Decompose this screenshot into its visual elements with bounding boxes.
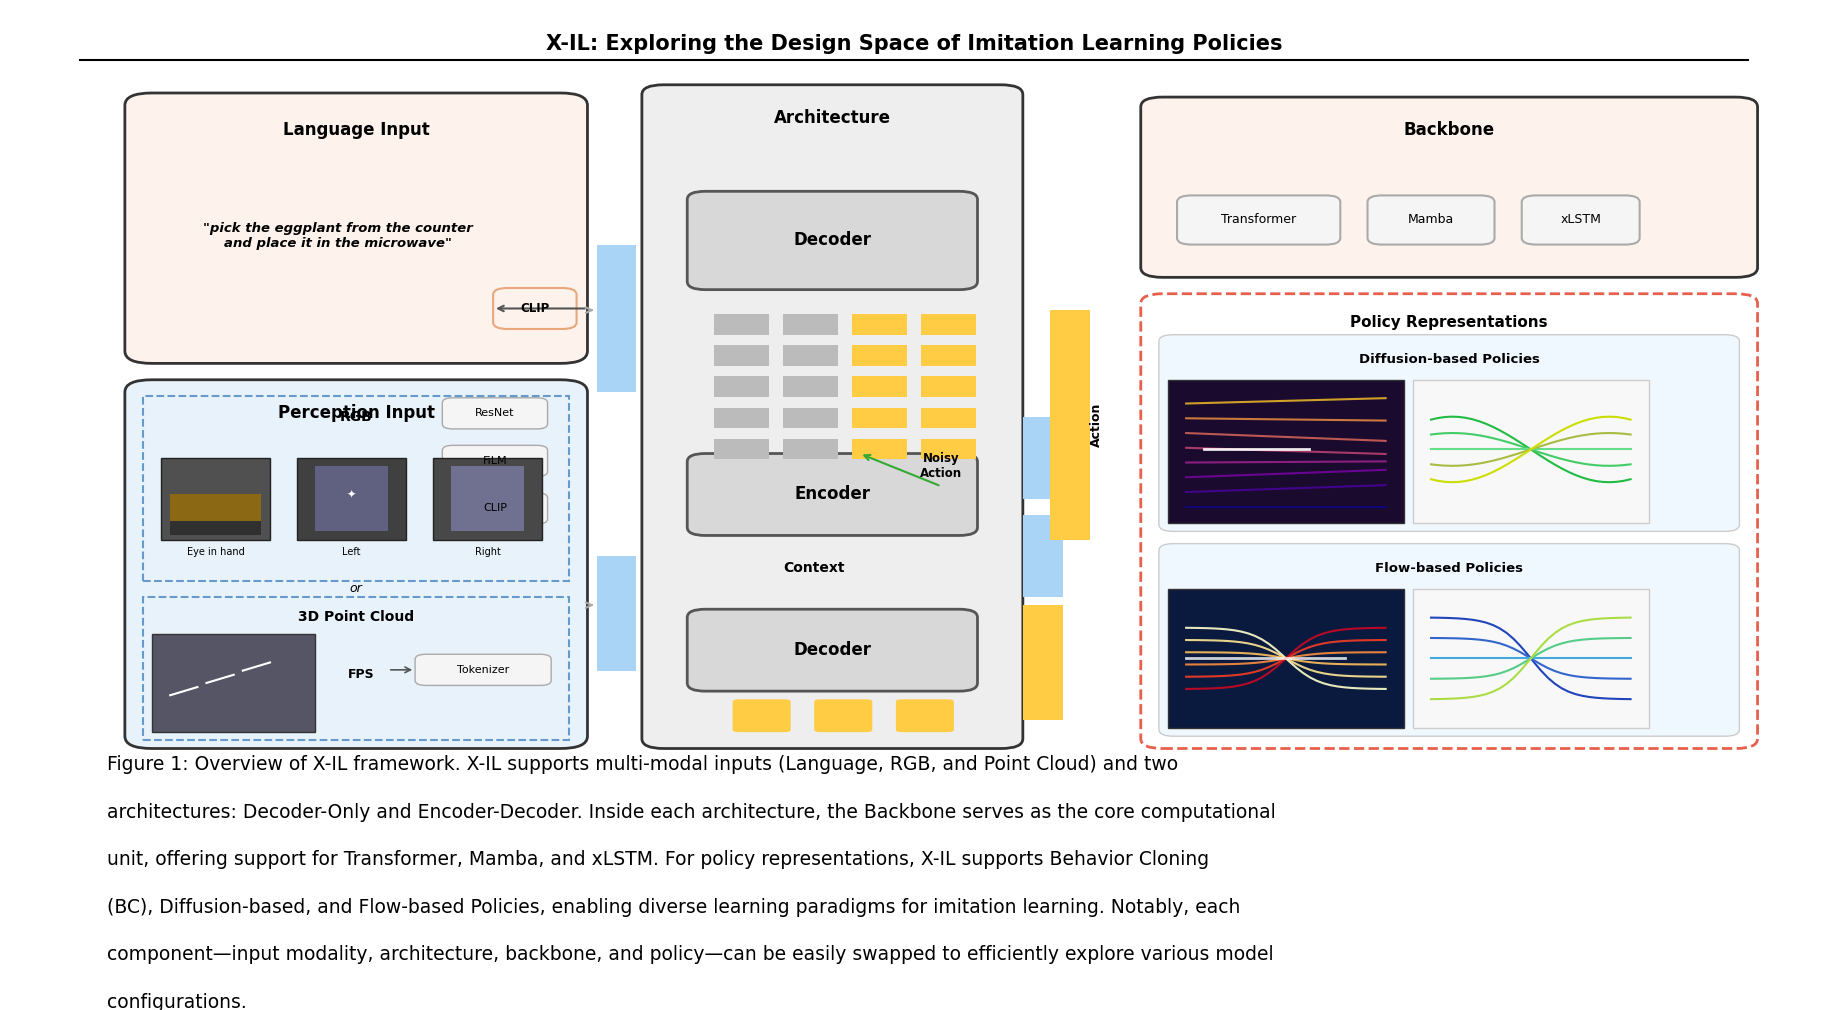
FancyBboxPatch shape	[784, 438, 837, 460]
FancyBboxPatch shape	[1521, 195, 1640, 244]
Text: unit, offering support for Transformer, Mamba, and xLSTM. For policy representat: unit, offering support for Transformer, …	[106, 850, 1208, 870]
FancyBboxPatch shape	[1159, 543, 1740, 736]
FancyBboxPatch shape	[170, 495, 261, 523]
FancyBboxPatch shape	[1159, 334, 1740, 531]
FancyBboxPatch shape	[494, 288, 576, 329]
Text: X-IL: Exploring the Design Space of Imitation Learning Policies: X-IL: Exploring the Design Space of Imit…	[547, 33, 1281, 54]
Text: Context: Context	[784, 562, 845, 576]
FancyBboxPatch shape	[921, 345, 976, 366]
FancyBboxPatch shape	[687, 453, 978, 535]
Text: Tokenizer: Tokenizer	[457, 665, 510, 675]
FancyBboxPatch shape	[813, 699, 872, 732]
Text: Backbone: Backbone	[1404, 121, 1495, 138]
FancyBboxPatch shape	[316, 466, 388, 531]
FancyBboxPatch shape	[152, 634, 316, 732]
Text: Decoder: Decoder	[793, 641, 872, 660]
FancyBboxPatch shape	[415, 654, 552, 686]
FancyBboxPatch shape	[433, 458, 543, 539]
Text: CLIP: CLIP	[521, 302, 550, 315]
FancyBboxPatch shape	[852, 314, 907, 334]
Text: or: or	[349, 582, 362, 595]
FancyBboxPatch shape	[733, 699, 792, 732]
Text: Flow-based Policies: Flow-based Policies	[1375, 562, 1523, 575]
FancyBboxPatch shape	[896, 699, 954, 732]
FancyBboxPatch shape	[715, 345, 770, 366]
FancyBboxPatch shape	[442, 398, 548, 429]
FancyBboxPatch shape	[852, 408, 907, 428]
FancyBboxPatch shape	[687, 191, 978, 290]
FancyBboxPatch shape	[1413, 380, 1649, 523]
FancyBboxPatch shape	[784, 314, 837, 334]
FancyBboxPatch shape	[1141, 97, 1757, 278]
Text: Diffusion-based Policies: Diffusion-based Policies	[1358, 352, 1539, 366]
Text: ✦: ✦	[347, 490, 356, 500]
Text: Language Input: Language Input	[283, 121, 430, 138]
Text: FPS: FPS	[347, 669, 375, 682]
Text: Eye in hand: Eye in hand	[186, 546, 245, 557]
FancyBboxPatch shape	[852, 377, 907, 397]
FancyBboxPatch shape	[124, 380, 587, 748]
FancyBboxPatch shape	[442, 493, 548, 524]
FancyBboxPatch shape	[1049, 310, 1089, 539]
FancyBboxPatch shape	[1024, 515, 1062, 597]
FancyBboxPatch shape	[921, 377, 976, 397]
FancyBboxPatch shape	[715, 377, 770, 397]
Text: 3D Point Cloud: 3D Point Cloud	[298, 610, 415, 624]
FancyBboxPatch shape	[715, 408, 770, 428]
FancyBboxPatch shape	[715, 314, 770, 334]
FancyBboxPatch shape	[1177, 195, 1340, 244]
FancyBboxPatch shape	[1024, 417, 1062, 499]
Text: Mamba: Mamba	[1408, 213, 1453, 226]
Text: CLIP: CLIP	[483, 503, 506, 513]
FancyBboxPatch shape	[1141, 294, 1757, 748]
Text: Policy Representations: Policy Representations	[1351, 315, 1548, 330]
Text: configurations.: configurations.	[106, 993, 247, 1010]
FancyBboxPatch shape	[921, 314, 976, 334]
Text: ResNet: ResNet	[475, 408, 515, 418]
Text: FiLM: FiLM	[483, 456, 506, 466]
FancyBboxPatch shape	[784, 377, 837, 397]
Text: component—input modality, architecture, backbone, and policy—can be easily swapp: component—input modality, architecture, …	[106, 945, 1274, 965]
FancyBboxPatch shape	[596, 244, 636, 392]
Text: xLSTM: xLSTM	[1561, 213, 1601, 226]
FancyBboxPatch shape	[1367, 195, 1495, 244]
Text: Right: Right	[475, 546, 501, 557]
Text: Decoder: Decoder	[793, 231, 872, 249]
Text: RGB: RGB	[340, 410, 373, 423]
FancyBboxPatch shape	[124, 93, 587, 364]
FancyBboxPatch shape	[442, 445, 548, 477]
FancyBboxPatch shape	[1168, 589, 1404, 728]
FancyBboxPatch shape	[1413, 589, 1649, 728]
Text: "pick the eggplant from the counter
and place it in the microwave": "pick the eggplant from the counter and …	[203, 222, 473, 250]
FancyBboxPatch shape	[852, 438, 907, 460]
FancyBboxPatch shape	[921, 438, 976, 460]
Text: Architecture: Architecture	[773, 108, 890, 126]
FancyBboxPatch shape	[452, 466, 525, 531]
FancyBboxPatch shape	[1168, 380, 1404, 523]
FancyBboxPatch shape	[687, 609, 978, 691]
FancyBboxPatch shape	[596, 556, 636, 671]
FancyBboxPatch shape	[642, 85, 1024, 748]
Text: Left: Left	[342, 546, 360, 557]
Text: Action: Action	[1089, 403, 1102, 447]
FancyBboxPatch shape	[298, 458, 406, 539]
FancyBboxPatch shape	[1024, 605, 1062, 720]
FancyBboxPatch shape	[852, 345, 907, 366]
Text: architectures: Decoder-Only and Encoder-Decoder. Inside each architecture, the B: architectures: Decoder-Only and Encoder-…	[106, 803, 1276, 822]
FancyBboxPatch shape	[715, 438, 770, 460]
FancyBboxPatch shape	[784, 408, 837, 428]
FancyBboxPatch shape	[161, 458, 271, 539]
FancyBboxPatch shape	[1024, 515, 1062, 597]
FancyBboxPatch shape	[1024, 417, 1062, 499]
FancyBboxPatch shape	[784, 345, 837, 366]
Text: Noisy
Action: Noisy Action	[919, 451, 962, 480]
Text: Encoder: Encoder	[795, 486, 870, 504]
Text: (BC), Diffusion-based, and Flow-based Policies, enabling diverse learning paradi: (BC), Diffusion-based, and Flow-based Po…	[106, 898, 1239, 917]
Text: Transformer: Transformer	[1221, 213, 1296, 226]
FancyBboxPatch shape	[921, 408, 976, 428]
Text: Perception Input: Perception Input	[278, 404, 435, 421]
FancyBboxPatch shape	[170, 521, 261, 535]
Text: Figure 1: Overview of X-IL framework. X-IL supports multi-modal inputs (Language: Figure 1: Overview of X-IL framework. X-…	[106, 755, 1177, 775]
